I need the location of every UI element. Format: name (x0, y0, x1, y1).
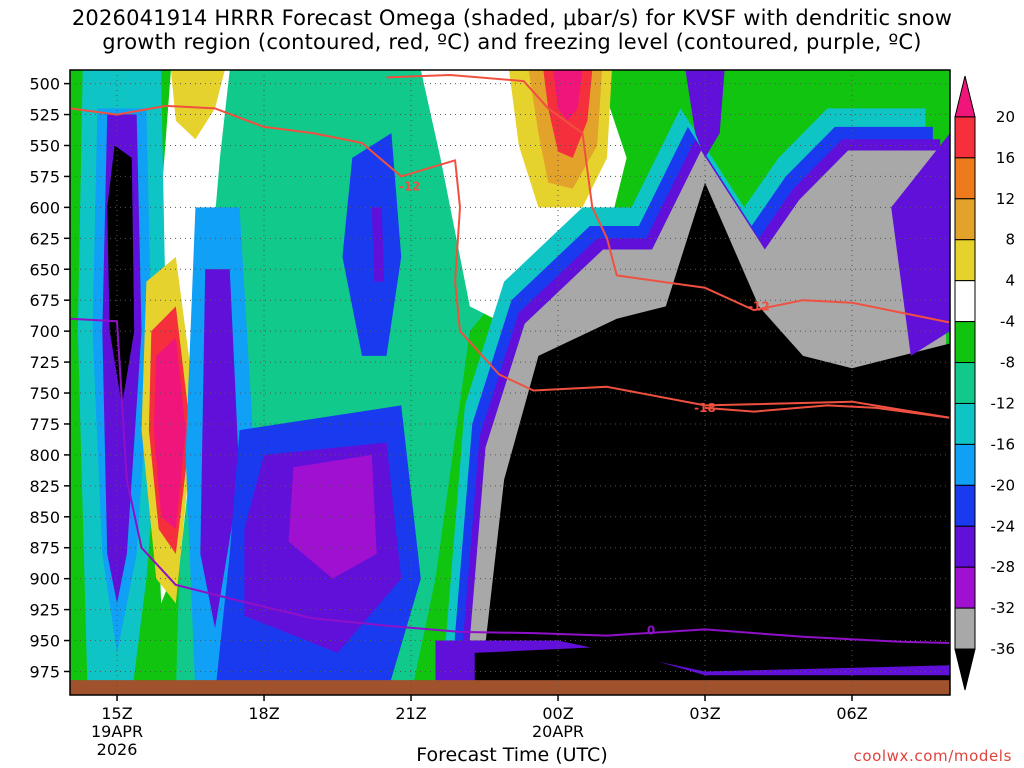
chart-title-line1: 2026041914 HRRR Forecast Omega (shaded, … (71, 6, 953, 30)
contour-label-3: 0 (647, 624, 655, 638)
y-tick-label-575: 575 (29, 167, 60, 186)
colorbar-swatch-1 (954, 116, 976, 159)
contour-line-0 (70, 104, 950, 419)
plot-frame (69, 69, 951, 696)
y-tick-label-825: 825 (29, 477, 60, 496)
colorbar-swatch-6 (954, 321, 976, 364)
x-tick-label-06Z: 06Z (836, 704, 867, 723)
y-tick-label-675: 675 (29, 291, 60, 310)
shade-left-black (107, 145, 135, 406)
x-tick-label-03Z: 03Z (689, 704, 720, 723)
axes: 500 525 550 575 600 625 650 675 700 725 750 775 800 8… (29, 69, 951, 759)
colorbar-swatch-8 (954, 402, 976, 445)
colorbar-label-7: -12 (991, 394, 1016, 412)
contour-label-2: -18 (694, 401, 716, 415)
colorbar-swatch-12 (954, 566, 976, 609)
colorbar-label-9: -20 (991, 476, 1016, 494)
colorbar-label-4: 4 (1005, 272, 1015, 290)
contour-label-1: -12 (748, 299, 770, 313)
colorbar-label-6: -8 (1000, 354, 1015, 372)
y-tick-label-500: 500 (29, 75, 60, 94)
colorbar-swatch-13 (954, 607, 976, 650)
colorbar-swatch-10 (954, 484, 976, 527)
x-tick-label-15Z: 15Z (101, 704, 132, 723)
contour-label-0: -12 (399, 179, 421, 193)
x-tick-sublabel-19APR: 19APR (91, 722, 143, 741)
colorbar-swatch-7 (954, 362, 976, 404)
y-tick-label-525: 525 (29, 106, 60, 125)
colorbar: 20 16 12 8 4 -4 -8 -12 -16 -20 -24 -28 -32 -36 (954, 75, 1016, 691)
colorbar-label-3: 8 (1005, 231, 1015, 249)
shade-pink-mid (553, 70, 583, 121)
shade-yellow-top (170, 70, 225, 140)
x-tick-sublabel-2026: 2026 (97, 740, 138, 759)
y-tick-label-775: 775 (29, 415, 60, 434)
colorbar-swatch-3 (954, 198, 976, 241)
x-tick-label-00Z: 00Z (542, 704, 573, 723)
colorbar-swatch-5 (954, 280, 976, 323)
colorbar-swatch-top (954, 75, 976, 118)
colorbar-label-5: -4 (1000, 313, 1015, 331)
contour-line-3 (70, 317, 950, 644)
contour-lines: -12 -12 -18 0 (70, 74, 950, 644)
omega-shading (70, 70, 950, 695)
y-tick-label-850: 850 (29, 508, 60, 527)
colorbar-swatch-4 (954, 239, 976, 282)
chart-title: 2026041914 HRRR Forecast Omega (shaded, … (0, 6, 1024, 54)
y-tick-label-975: 975 (29, 662, 60, 681)
y-tick-label-750: 750 (29, 384, 60, 403)
colorbar-label-11: -28 (991, 558, 1016, 576)
contour-line-1 (386, 74, 950, 324)
x-tick-sublabel-20APR: 20APR (532, 722, 584, 741)
colorbar-label-1: 16 (996, 149, 1015, 167)
colorbar-label-12: -32 (991, 599, 1016, 617)
credit-link[interactable]: coolwx.com/models (853, 747, 1012, 765)
shade-col20-purple (371, 207, 385, 282)
y-tick-label-725: 725 (29, 353, 60, 372)
x-axis-label: Forecast Time (UTC) (416, 744, 608, 766)
colorbar-label-13: -36 (991, 640, 1016, 658)
ground-strip (70, 680, 950, 695)
shade-col20-blue (342, 133, 402, 356)
colorbar-label-2: 12 (996, 190, 1015, 208)
y-tick-label-650: 650 (29, 260, 60, 279)
x-tick-label-18Z: 18Z (248, 704, 279, 723)
y-tick-label-900: 900 (29, 570, 60, 589)
y-tick-label-800: 800 (29, 446, 60, 465)
colorbar-label-10: -24 (991, 517, 1016, 535)
colorbar-label-8: -16 (991, 435, 1016, 453)
y-tick-label-950: 950 (29, 632, 60, 651)
shade-right-black (479, 182, 950, 695)
y-tick-label-550: 550 (29, 136, 60, 155)
colorbar-label-0: 20 (996, 108, 1015, 126)
grid-lines (70, 70, 950, 695)
y-tick-label-600: 600 (29, 198, 60, 217)
contour-line-2 (704, 404, 950, 419)
shade-pos-pink (153, 337, 186, 530)
colorbar-swatch-2 (954, 157, 976, 200)
x-tick-label-21Z: 21Z (395, 704, 426, 723)
colorbar-swatch-bottom (954, 648, 976, 691)
y-tick-label-925: 925 (29, 601, 60, 620)
colorbar-swatch-9 (954, 443, 976, 486)
shade-stripe-purple (200, 269, 240, 629)
y-tick-label-625: 625 (29, 229, 60, 248)
chart-title-line2: growth region (contoured, red, ºC) and f… (102, 30, 922, 54)
y-tick-label-700: 700 (29, 322, 60, 341)
y-tick-label-875: 875 (29, 539, 60, 558)
colorbar-swatch-11 (954, 525, 976, 568)
shade-right-upper-purple (685, 70, 725, 158)
